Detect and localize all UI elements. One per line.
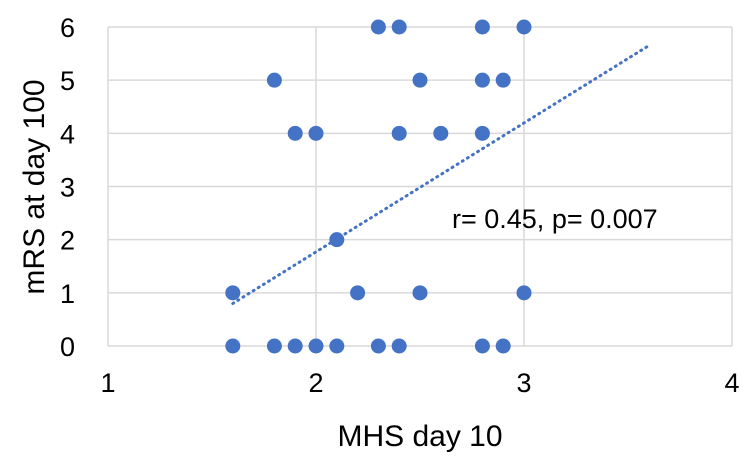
- data-point: [495, 72, 511, 88]
- data-point: [225, 285, 241, 301]
- data-point: [225, 338, 241, 354]
- data-point: [308, 338, 324, 354]
- data-point: [516, 285, 532, 301]
- data-point: [370, 19, 386, 35]
- data-point: [329, 232, 345, 248]
- data-point: [266, 72, 282, 88]
- x-axis-title: MHS day 10: [337, 420, 502, 453]
- trendline: [231, 44, 651, 305]
- y-tick-label: 2: [60, 226, 75, 256]
- data-point: [266, 338, 282, 354]
- data-point: [474, 19, 490, 35]
- x-tick-label: 1: [100, 368, 115, 398]
- correlation-annotation: r= 0.45, p= 0.007: [452, 204, 658, 234]
- x-tick-label: 2: [308, 368, 323, 398]
- data-point: [433, 125, 449, 141]
- trendline-layer: [231, 44, 651, 305]
- data-point: [495, 338, 511, 354]
- y-tick-label: 5: [60, 66, 75, 96]
- y-axis-title: mRS at day 100: [18, 79, 51, 294]
- data-point: [412, 72, 428, 88]
- data-point: [412, 285, 428, 301]
- data-point: [474, 125, 490, 141]
- y-tick-label: 3: [60, 173, 75, 203]
- data-point: [287, 338, 303, 354]
- x-tick-label: 4: [724, 368, 739, 398]
- data-point: [350, 285, 366, 301]
- data-point: [329, 338, 345, 354]
- x-tick-label: 3: [516, 368, 531, 398]
- y-tick-label: 1: [60, 279, 75, 309]
- data-point: [474, 338, 490, 354]
- data-point: [370, 338, 386, 354]
- y-tick-label: 4: [60, 119, 75, 149]
- y-tick-label: 0: [60, 332, 75, 362]
- data-point: [391, 338, 407, 354]
- points-layer: [225, 19, 532, 354]
- data-point: [287, 125, 303, 141]
- data-point: [391, 19, 407, 35]
- data-point: [516, 19, 532, 35]
- data-point: [391, 125, 407, 141]
- data-point: [308, 125, 324, 141]
- data-point: [474, 72, 490, 88]
- y-tick-label: 6: [60, 13, 75, 43]
